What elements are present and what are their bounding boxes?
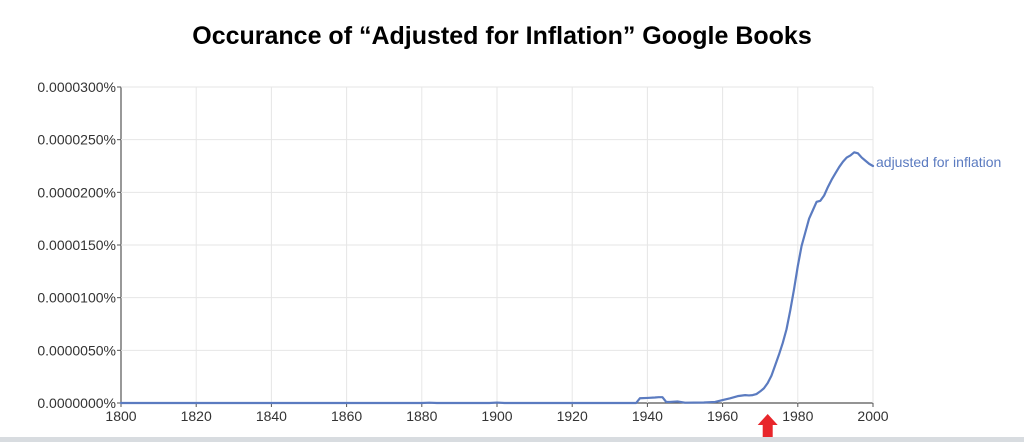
series-line-0 [119,151,875,405]
x-tick-label: 1880 [406,408,437,424]
chart-title: Occurance of “Adjusted for Inflation” Go… [192,22,812,50]
x-tick-label: 1820 [181,408,212,424]
y-tick-label: 0.0000150% [37,237,116,253]
x-tick-label: 1960 [707,408,738,424]
bottom-edge-bar [0,437,1024,442]
x-tick-label: 1920 [557,408,588,424]
gridlines [121,86,874,403]
x-axis-ticks: 1800 1820 1840 1860 1880 1900 1920 1940 1960 1980… [105,403,889,424]
x-tick-label: 1800 [105,408,136,424]
x-tick-label: 1980 [782,408,813,424]
y-tick-label: 0.0000100% [37,290,116,306]
y-axis-ticks: 0.0000000% 0.0000050% 0.0000100% 0.0000150%… [37,79,121,411]
y-tick-label: 0.0000050% [37,342,116,358]
y-tick-label: 0.0000000% [37,395,116,411]
x-tick-label: 1840 [256,408,287,424]
x-tick-label: 1940 [632,408,663,424]
annotations [757,414,778,442]
y-tick-label: 0.0000200% [37,184,116,200]
x-tick-label: 1860 [331,408,362,424]
y-tick-label: 0.0000300% [37,79,116,95]
y-tick-label: 0.0000250% [37,132,116,148]
series-group: adjusted for inflation [119,151,1001,405]
x-tick-label: 2000 [857,408,888,424]
x-tick-label: 1900 [481,408,512,424]
red-arrow-marker [757,414,778,442]
series-label: adjusted for inflation [876,154,1001,170]
